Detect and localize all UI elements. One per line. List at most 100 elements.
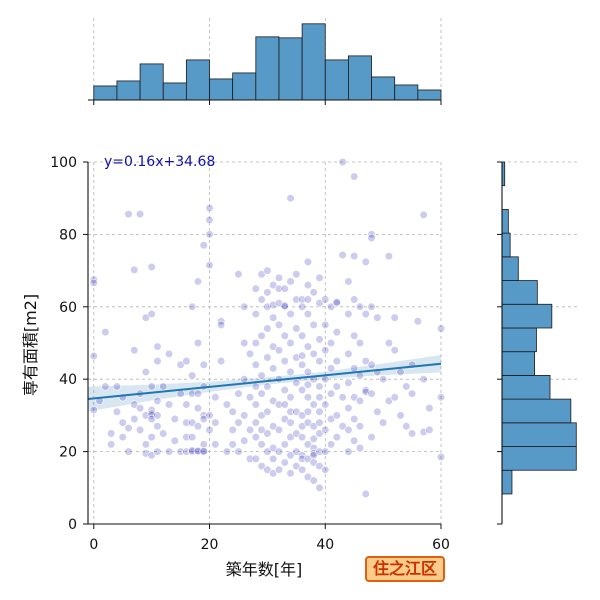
scatter-point <box>251 284 260 293</box>
scatter-point <box>211 440 220 449</box>
scatter-point <box>216 357 226 366</box>
scatter-point <box>292 295 301 304</box>
scatter-point <box>182 418 191 427</box>
scatter-point <box>373 313 382 322</box>
scatter-point <box>373 407 382 416</box>
scatter-point <box>130 346 139 355</box>
scatter-point <box>274 346 284 355</box>
scatter-point <box>280 284 289 293</box>
scatter-point <box>286 451 295 460</box>
scatter-point <box>315 483 324 492</box>
scatter-point <box>355 338 365 348</box>
scatter-point <box>419 375 428 384</box>
x-tick-label: 0 <box>89 537 98 553</box>
scatter-point <box>205 230 214 239</box>
scatter-point <box>298 411 307 420</box>
scatter-point <box>269 313 278 322</box>
scatter-point <box>257 295 266 304</box>
scatter-point <box>367 433 376 442</box>
scatter-point <box>315 382 324 391</box>
scatter-point <box>361 309 370 319</box>
scatter-point <box>199 414 208 424</box>
scatter-point <box>303 380 313 389</box>
scatter-point <box>245 349 255 358</box>
scatter-point <box>332 382 341 391</box>
scatter-point <box>309 349 318 358</box>
scatter-point <box>234 270 243 279</box>
scatter-point <box>355 396 365 406</box>
scatter-point <box>436 393 446 402</box>
scatter-point <box>269 342 278 351</box>
scatter-point <box>298 331 307 340</box>
scatter-point <box>321 447 330 456</box>
scatter-point <box>361 385 370 395</box>
x-marginal-bar <box>209 78 234 101</box>
scatter-point <box>298 360 307 369</box>
scatter-point <box>407 429 417 438</box>
y-marginal-bar <box>501 232 511 258</box>
scatter-point <box>188 302 197 311</box>
scatter-point <box>118 433 127 442</box>
x-marginal-bar <box>93 85 118 101</box>
scatter-point <box>303 280 313 290</box>
scatter-point <box>153 422 162 431</box>
scatter-point <box>326 389 336 398</box>
scatter-point <box>326 302 336 311</box>
scatter-point <box>344 277 353 286</box>
scatter-point <box>292 270 301 279</box>
y-marginal-bar <box>501 422 577 447</box>
scatter-point <box>211 418 220 427</box>
scatter-point <box>379 375 388 384</box>
scatter-point <box>286 194 295 203</box>
scatter-point <box>344 349 353 358</box>
scatter-point <box>298 351 307 360</box>
scatter-point <box>315 299 324 308</box>
scatter-point <box>292 429 301 438</box>
scatter-point <box>251 382 260 391</box>
scatter-point <box>263 288 272 297</box>
scatter-point <box>298 433 307 442</box>
y-marginal-bar <box>501 209 509 234</box>
y-tick-label: 40 <box>59 372 77 388</box>
scatter-point <box>240 302 249 311</box>
scatter-point <box>315 429 324 438</box>
scatter-point <box>309 451 318 460</box>
scatter-point <box>298 295 307 304</box>
scatter-point <box>367 389 376 398</box>
x-marginal-bar <box>371 76 396 101</box>
scatter-point <box>315 447 324 456</box>
scatter-point <box>216 320 226 330</box>
scatter-point <box>303 295 313 304</box>
scatter-point <box>263 382 272 391</box>
scatter-point <box>315 393 324 402</box>
scatter-point <box>182 400 191 409</box>
scatter-point <box>245 425 255 434</box>
scatter-point <box>205 203 214 213</box>
scatter-points-layer <box>89 157 446 499</box>
scatter-point <box>332 328 341 337</box>
y-marginal-bar <box>501 303 553 329</box>
scatter-point <box>425 404 434 413</box>
scatter-point <box>240 338 249 348</box>
scatter-point <box>147 414 156 424</box>
confidence-band-layer <box>88 354 441 412</box>
scatter-point <box>251 418 260 427</box>
scatter-point <box>367 233 376 243</box>
scatter-point <box>298 454 307 463</box>
scatter-point <box>205 261 214 270</box>
regression-equation: y=0.16x+34.68 <box>104 154 215 170</box>
scatter-point <box>332 411 341 420</box>
scatter-point <box>286 393 295 402</box>
scatter-point <box>188 433 197 442</box>
scatter-point <box>234 389 243 398</box>
scatter-point <box>303 393 313 402</box>
scatter-point <box>355 422 365 431</box>
scatter-point <box>240 375 249 384</box>
y-marginal-bar <box>501 351 536 376</box>
scatter-point <box>379 418 388 427</box>
scatter-point <box>280 440 289 449</box>
scatter-point <box>315 357 324 366</box>
regression-layer <box>87 362 442 401</box>
scatter-point <box>292 407 301 416</box>
scatter-point <box>280 357 289 366</box>
